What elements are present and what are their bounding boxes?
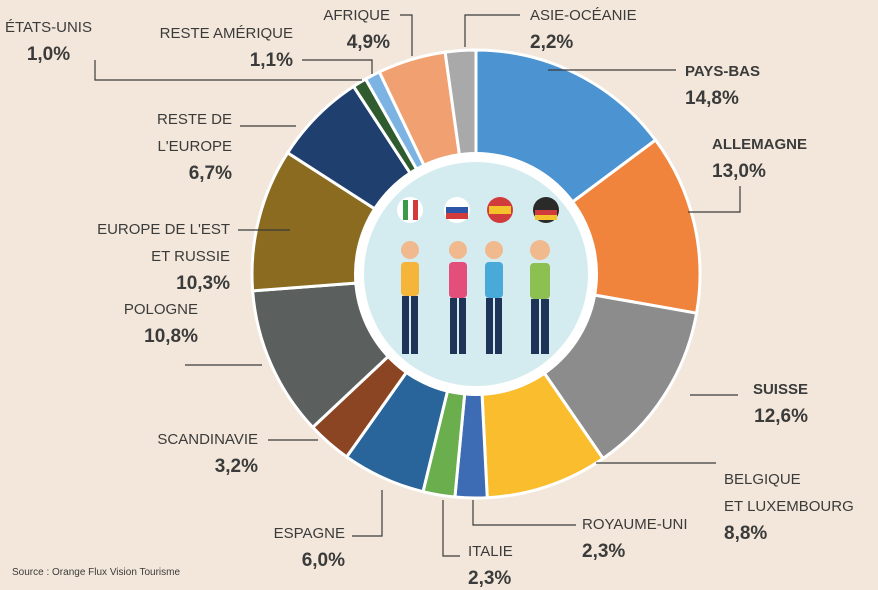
value-label: 2,3%: [582, 538, 688, 565]
category-name: SUISSE: [753, 376, 808, 403]
value-label: 14,8%: [685, 85, 760, 112]
category-name: POLOGNE: [124, 296, 198, 323]
value-label: 4,9%: [323, 29, 390, 56]
page: Source : Orange Flux Vision Tourisme PAY…: [0, 0, 878, 590]
value-label: 6,0%: [274, 547, 345, 574]
value-label: 3,2%: [157, 453, 258, 480]
category-name: RESTE AMÉRIQUE: [160, 20, 293, 47]
value-label: 12,6%: [753, 403, 808, 430]
category-name: ESPAGNE: [274, 520, 345, 547]
center-illustration: [364, 162, 588, 386]
source: Source : Orange Flux Vision Tourisme: [12, 567, 180, 578]
category-name: RESTE DE L'EUROPE: [157, 106, 232, 160]
category-name: ALLEMAGNE: [712, 131, 807, 158]
category-name: ÉTATS-UNIS: [5, 14, 92, 41]
value-label: 13,0%: [712, 158, 807, 185]
category-name: PAYS-BAS: [685, 58, 760, 85]
value-label: 10,8%: [124, 323, 198, 350]
category-name: AFRIQUE: [323, 2, 390, 29]
value-label: 2,3%: [468, 565, 513, 590]
value-label: 6,7%: [157, 160, 232, 187]
category-name: ROYAUME-UNI: [582, 511, 688, 538]
value-label: 1,1%: [160, 47, 293, 74]
category-name: EUROPE DE L'EST ET RUSSIE: [97, 216, 230, 270]
value-label: 1,0%: [5, 41, 92, 68]
value-label: 2,2%: [530, 29, 637, 56]
category-name: ITALIE: [468, 538, 513, 565]
category-name: SCANDINAVIE: [157, 426, 258, 453]
category-name: BELGIQUE ET LUXEMBOURG: [724, 466, 854, 520]
value-label: 10,3%: [97, 270, 230, 297]
category-name: ASIE-OCÉANIE: [530, 2, 637, 29]
value-label: 8,8%: [724, 520, 854, 547]
